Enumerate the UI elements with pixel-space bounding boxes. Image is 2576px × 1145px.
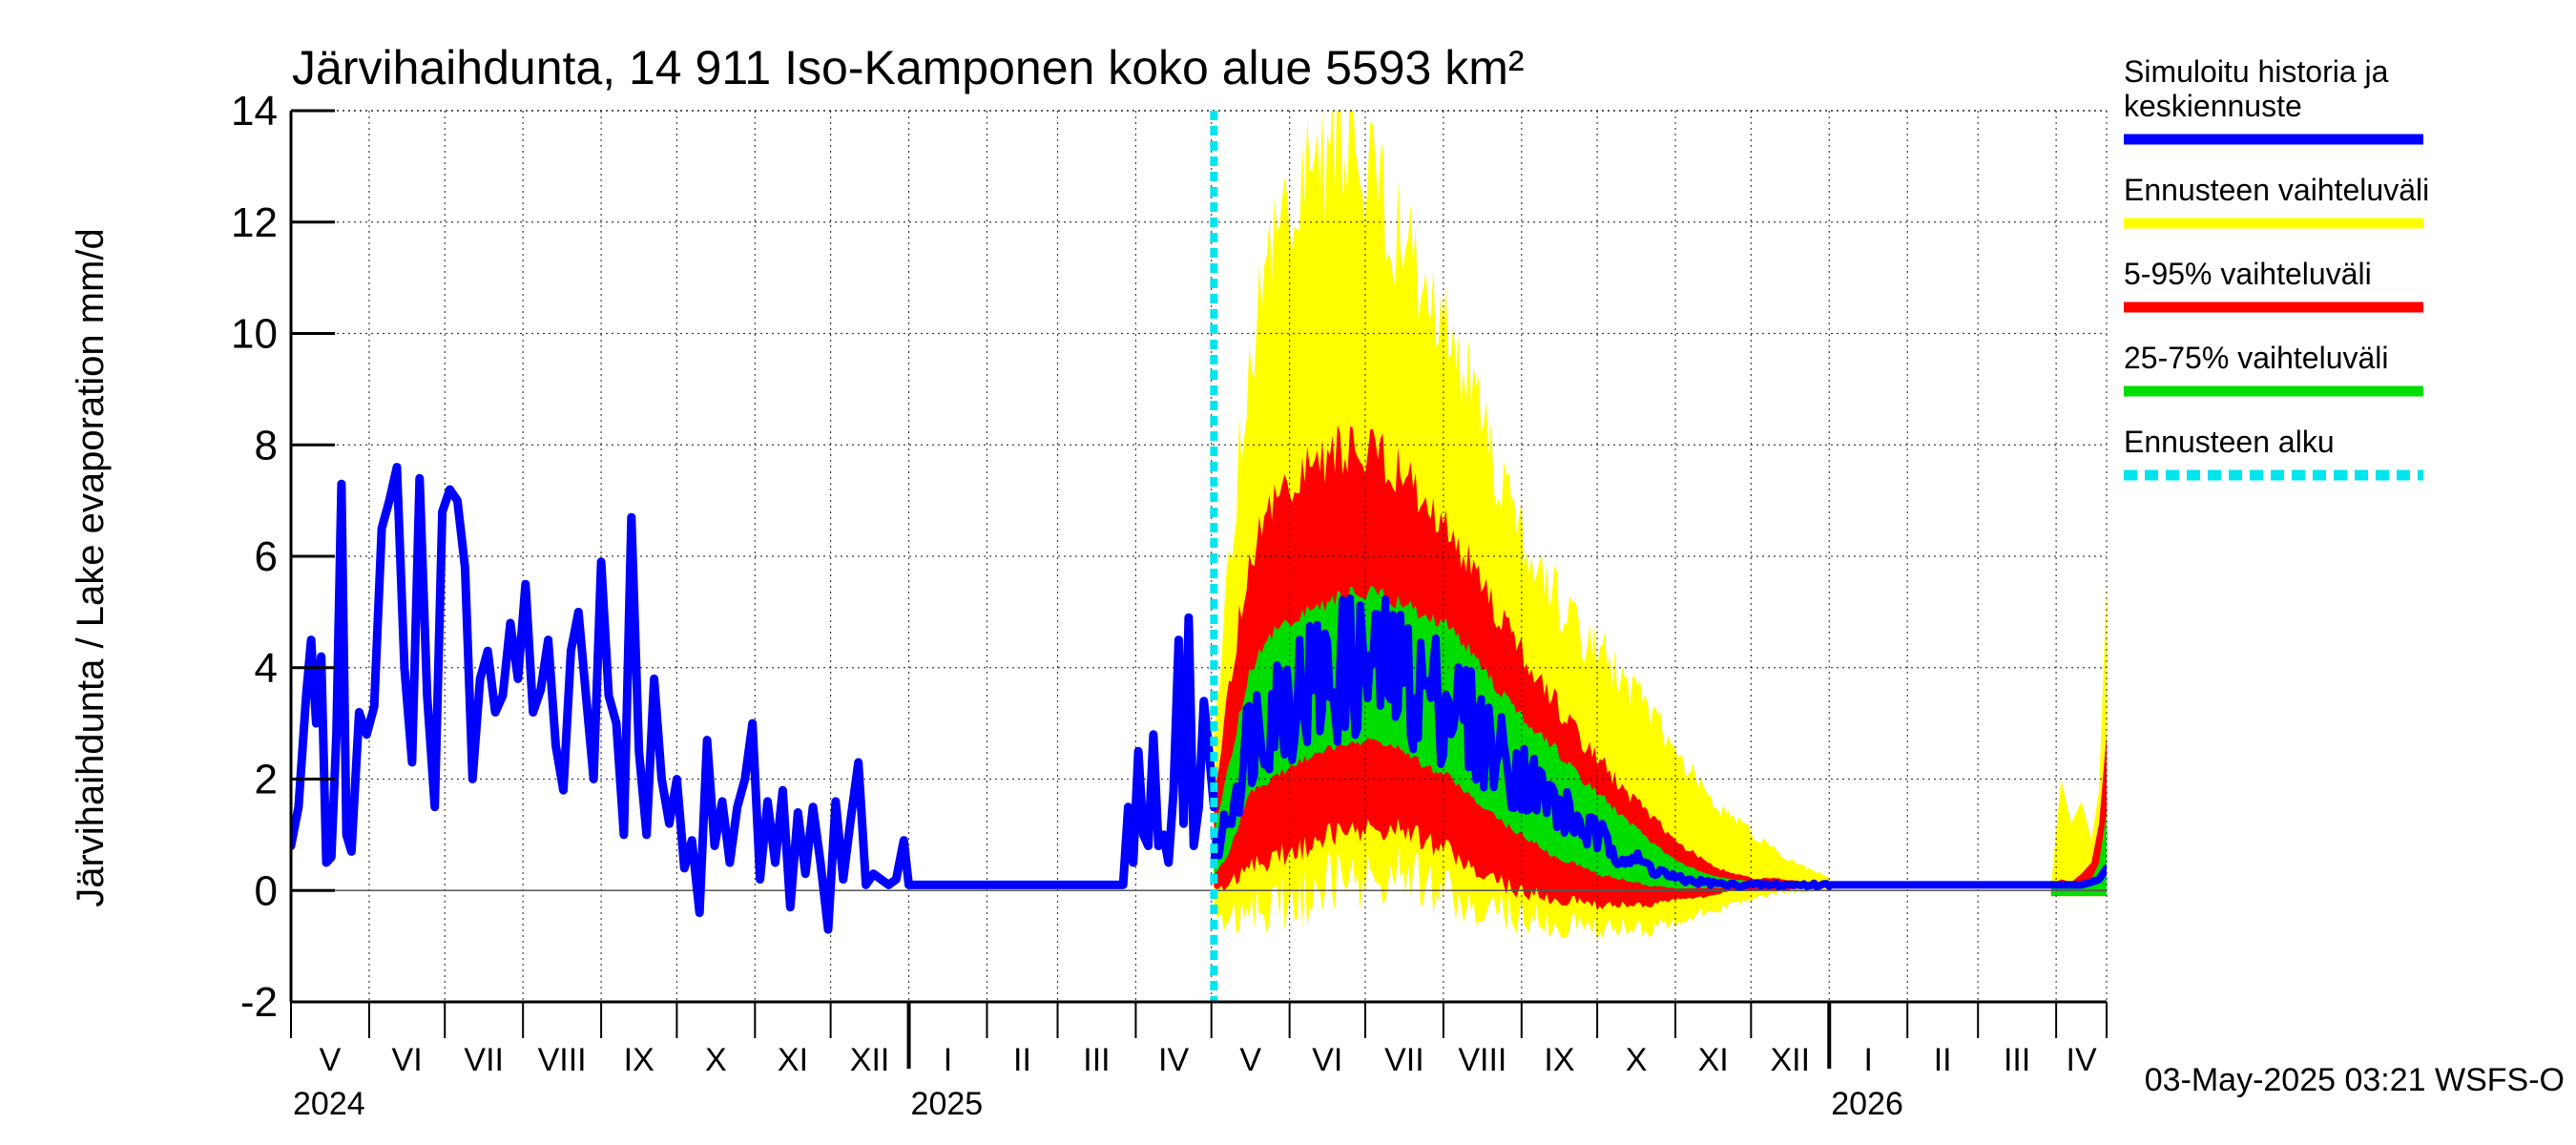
month-label: IV xyxy=(1158,1042,1189,1078)
y-tick-label: 4 xyxy=(255,645,278,692)
month-label: X xyxy=(1626,1042,1648,1078)
month-label: VIII xyxy=(1458,1042,1506,1078)
month-label: XI xyxy=(1698,1042,1729,1078)
grid-lines xyxy=(291,110,2108,1002)
y-tick-label: 2 xyxy=(255,757,278,803)
month-label: V xyxy=(320,1042,342,1078)
month-label: VIII xyxy=(538,1042,587,1078)
y-tick-label: 12 xyxy=(231,199,278,246)
forecast-bands xyxy=(1214,111,2107,943)
year-label: 2024 xyxy=(293,1086,365,1122)
month-label: X xyxy=(705,1042,727,1078)
month-label: VII xyxy=(464,1042,504,1078)
month-label: XII xyxy=(850,1042,890,1078)
month-label: IX xyxy=(1544,1042,1574,1078)
month-label: II xyxy=(1013,1042,1031,1078)
y-tick-label: 8 xyxy=(255,422,278,468)
month-label: VI xyxy=(1312,1042,1342,1078)
month-label: III xyxy=(2004,1042,2030,1078)
month-label: I xyxy=(944,1042,952,1078)
month-label: XI xyxy=(778,1042,808,1078)
legend-label: Ennusteen vaihteluväli xyxy=(2124,173,2429,207)
legend-label: Simuloitu historia ja xyxy=(2124,54,2389,89)
year-label: 2026 xyxy=(1831,1086,1903,1122)
year-label: 2025 xyxy=(911,1086,984,1122)
month-label: I xyxy=(1864,1042,1873,1078)
legend-label: keskiennuste xyxy=(2124,89,2302,123)
timestamp-footer: 03-May-2025 03:21 WSFS-O xyxy=(2145,1062,2565,1098)
history-line xyxy=(291,463,1218,934)
month-label: II xyxy=(1934,1042,1952,1078)
chart-title: Järvihaihdunta, 14 911 Iso-Kamponen koko… xyxy=(292,41,1525,94)
month-label: IX xyxy=(624,1042,654,1078)
month-label: VI xyxy=(392,1042,423,1078)
band-spring-full xyxy=(2050,584,2107,897)
median-forecast-line xyxy=(1210,594,1834,891)
legend-label: 5-95% vaihteluväli xyxy=(2124,257,2372,291)
y-tick-label: -2 xyxy=(240,979,278,1026)
median-tail-line xyxy=(1825,864,2107,889)
y-tick-label: 0 xyxy=(255,867,278,914)
month-label: VII xyxy=(1384,1042,1424,1078)
y-tick-label: 6 xyxy=(255,533,278,580)
month-label: XII xyxy=(1771,1042,1811,1078)
month-label: V xyxy=(1239,1042,1261,1078)
month-label: IV xyxy=(2067,1042,2097,1078)
y-axis-label: Järvihaihdunta / Lake evaporation mm/d xyxy=(70,228,112,907)
series-lines xyxy=(291,111,2107,1002)
y-tick-label: 10 xyxy=(231,311,278,358)
month-label: III xyxy=(1083,1042,1110,1078)
y-tick-label: 14 xyxy=(231,88,278,135)
legend-label: 25-75% vaihteluväli xyxy=(2124,341,2389,375)
legend-label: Ennusteen alku xyxy=(2124,425,2335,459)
